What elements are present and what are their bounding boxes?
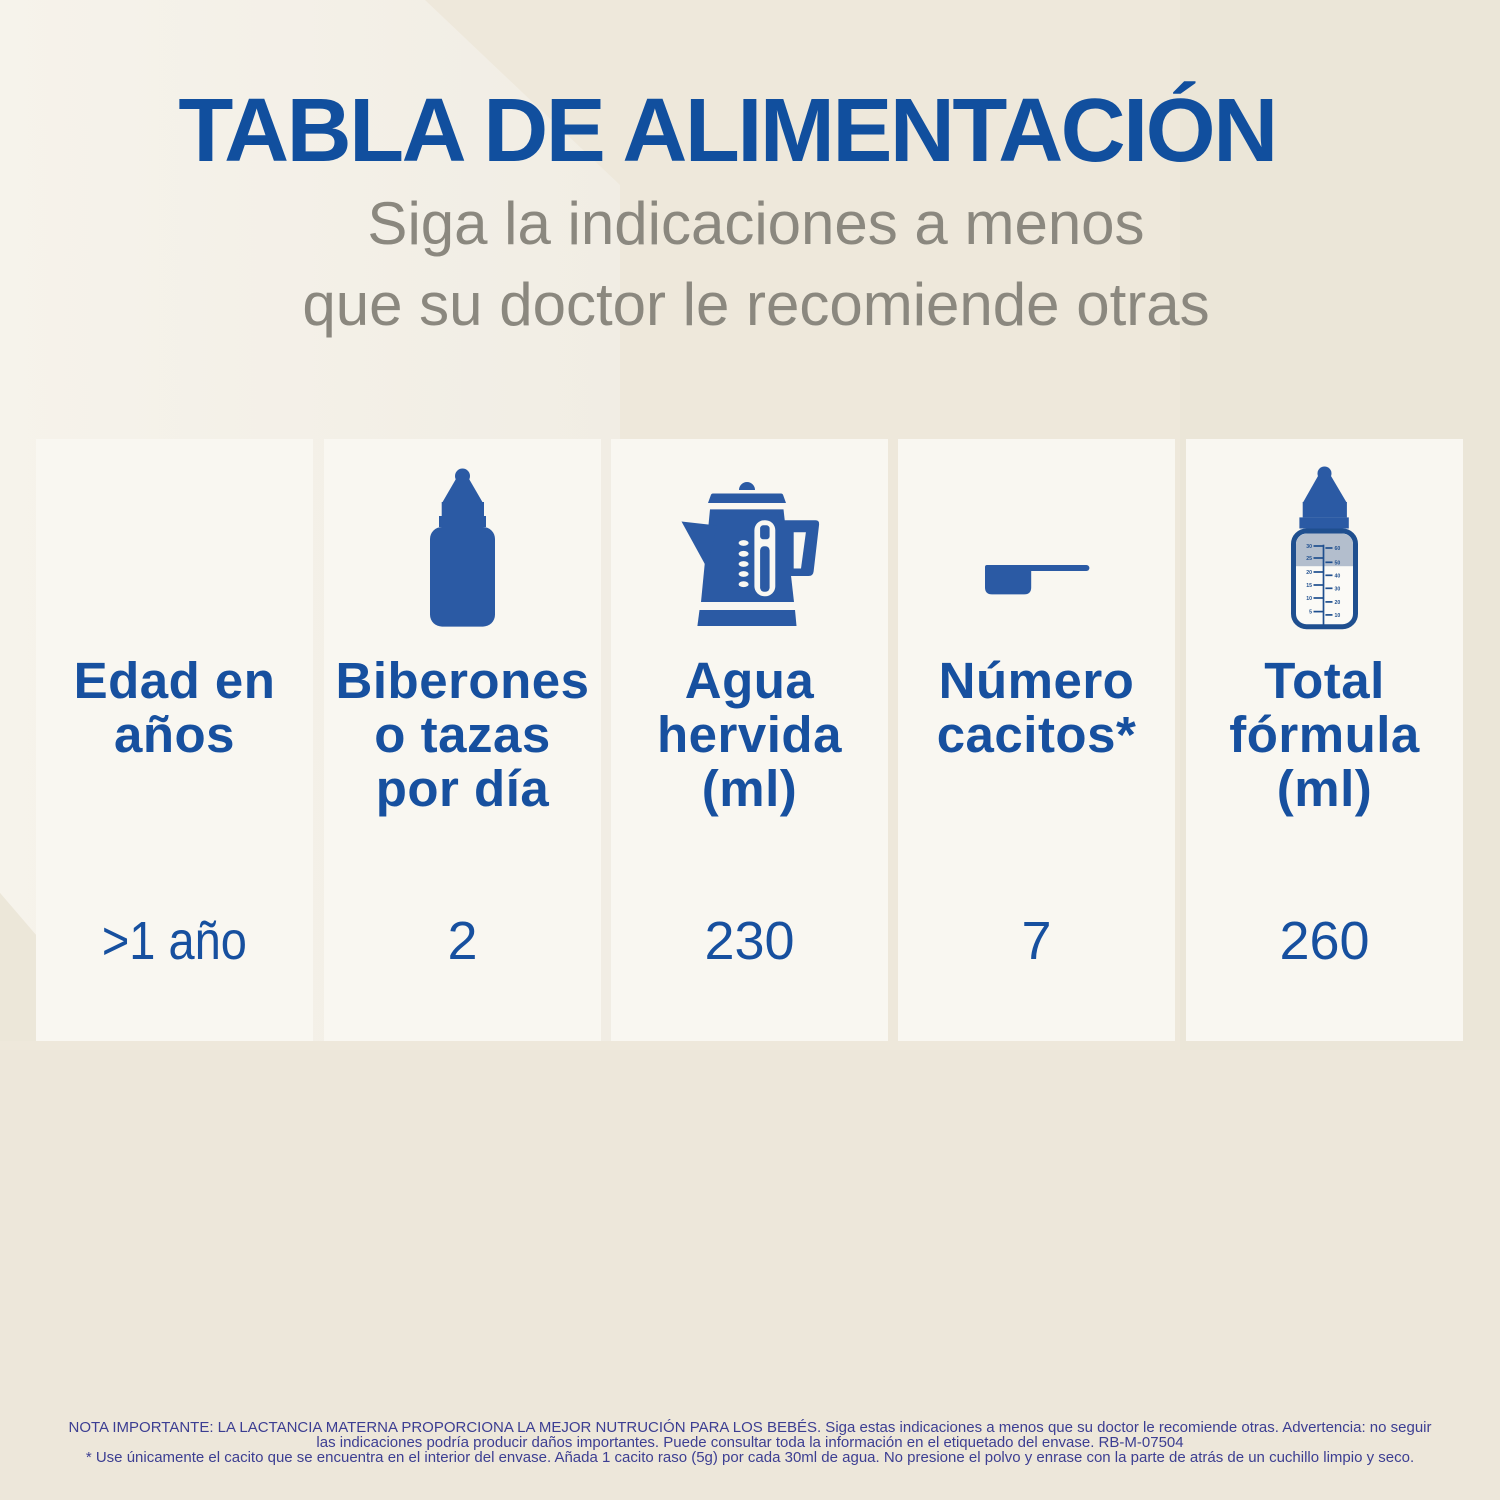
svg-text:5: 5	[1309, 610, 1312, 616]
svg-text:20: 20	[1335, 600, 1341, 606]
svg-text:60: 60	[1335, 546, 1341, 552]
svg-text:25: 25	[1306, 556, 1312, 562]
svg-text:30: 30	[1306, 544, 1312, 550]
svg-text:15: 15	[1306, 583, 1312, 589]
svg-text:50: 50	[1335, 560, 1341, 566]
svg-text:30: 30	[1335, 586, 1341, 592]
svg-text:10: 10	[1306, 596, 1312, 602]
svg-text:20: 20	[1306, 570, 1312, 576]
svg-text:10: 10	[1335, 613, 1341, 619]
svg-text:40: 40	[1335, 573, 1341, 579]
